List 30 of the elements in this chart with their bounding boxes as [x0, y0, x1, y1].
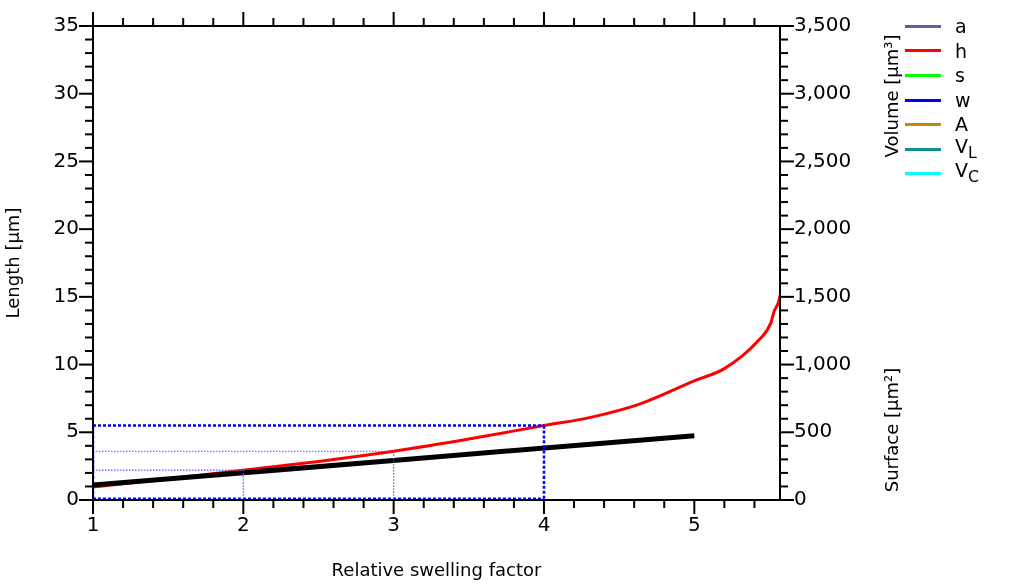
y2-tick-label: 3,500 — [794, 12, 852, 37]
y2-tick-label: 1,500 — [794, 283, 852, 308]
legend-label: a — [955, 14, 967, 39]
x-tick-label: 1 — [86, 512, 100, 537]
legend-label: w — [955, 87, 971, 113]
text: Surface [µm²] — [880, 367, 902, 493]
y-tick-label: 10 — [53, 350, 79, 375]
x-tick-label: 5 — [687, 512, 701, 537]
y-axis-title: Length [µm] — [2, 207, 24, 319]
y-tick-label: 35 — [53, 12, 79, 37]
legend-label: h — [955, 38, 968, 64]
legend-label: s — [955, 63, 965, 88]
x-axis-title: Relative swelling factor — [331, 558, 542, 580]
y-tick-label: 25 — [53, 147, 79, 172]
y-tick-label: 15 — [53, 283, 79, 308]
y2-tick-label: 2,000 — [794, 215, 852, 240]
y-tick-label: 20 — [53, 215, 79, 240]
y2-tick-label: 2,500 — [794, 147, 852, 172]
legend-label: A — [955, 112, 968, 137]
y2-tick-label: 3,000 — [794, 79, 852, 104]
y2-tick-label: 500 — [794, 418, 833, 443]
x-tick-label: 2 — [236, 512, 250, 537]
y2-tick-label: 0 — [794, 486, 807, 511]
y2-tick-label: 1,000 — [794, 350, 852, 375]
y-tick-label: 0 — [66, 486, 79, 511]
y-tick-label: 30 — [53, 79, 79, 104]
x-tick-label: 4 — [537, 512, 551, 537]
x-tick-label: 3 — [387, 512, 401, 537]
y2-axis-title: Volume [µm³] — [880, 34, 902, 158]
y-tick-label: 5 — [66, 418, 79, 443]
